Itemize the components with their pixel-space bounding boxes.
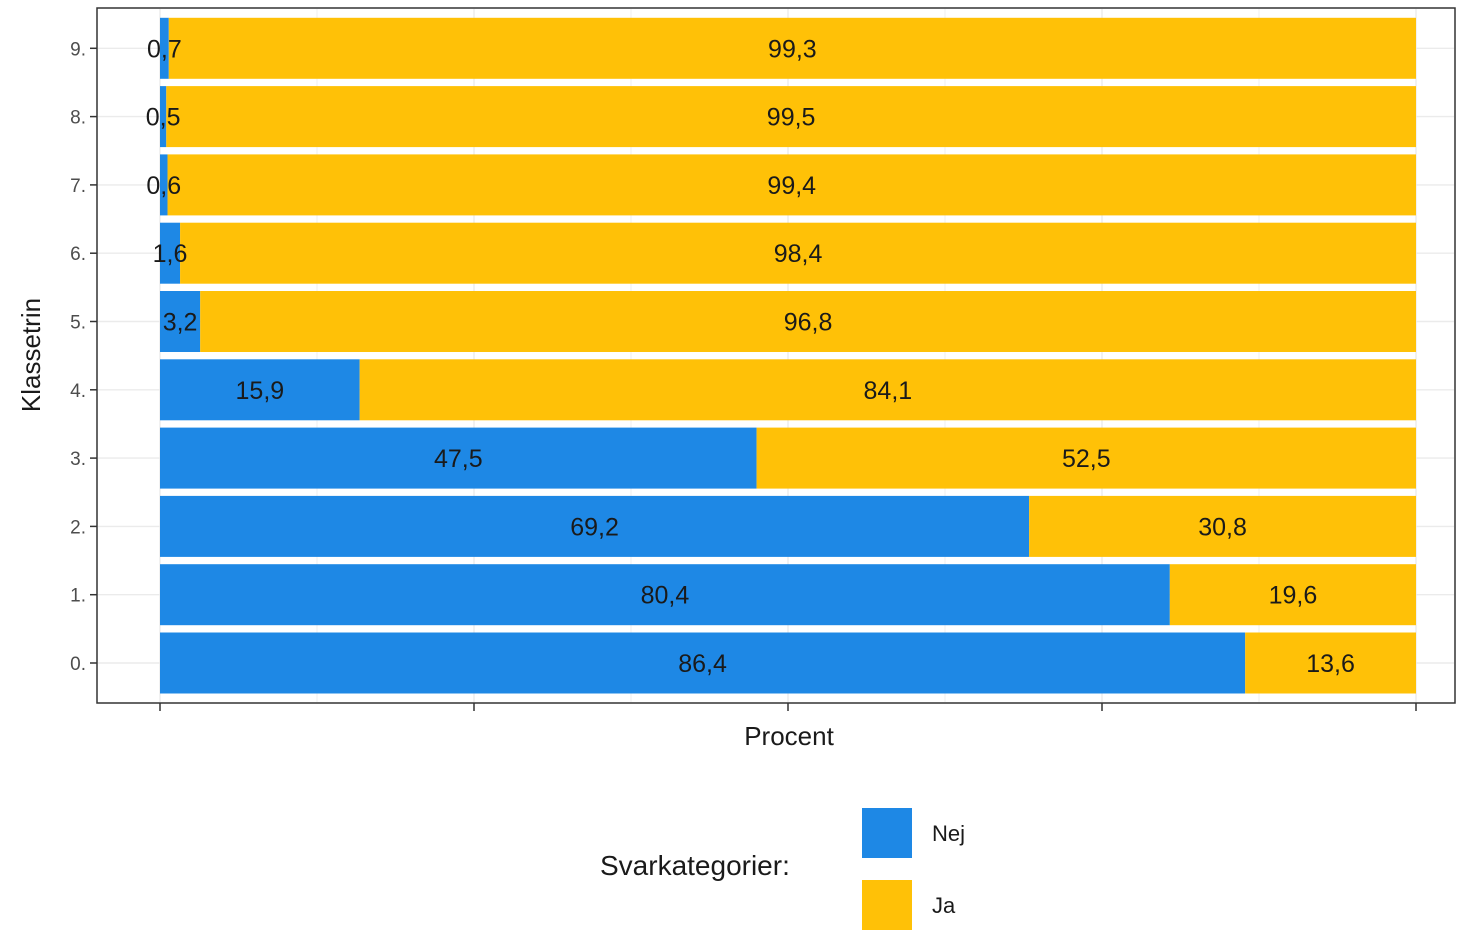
y-axis: 0. 1. 2. 3. 4. 5. 6. 7. 8. 9. [70,39,97,675]
y-tick-label: 7. [70,176,86,197]
bar-label: 99,5 [767,104,816,132]
bar-ja [180,222,1417,284]
bar-nej [160,495,1030,557]
bar-label: 69,2 [570,513,619,541]
bar-nej [160,86,167,148]
bar-ja [167,154,1416,216]
bar-label: 30,8 [1198,513,1247,541]
bar-ja [166,86,1416,148]
bar-label: 84,1 [864,377,913,405]
x-axis [159,703,1417,711]
legend-label-nej: Nej [932,821,966,846]
bar-ja [168,17,1417,79]
legend-key-ja [862,880,912,930]
bar-nej [160,17,169,79]
y-tick-label: 4. [70,381,86,402]
bar-label: 1,6 [153,240,188,268]
y-tick-label: 3. [70,449,86,470]
bar-label: 0,7 [147,35,182,63]
y-tick-label: 2. [70,517,86,538]
y-tick-label: 6. [70,244,86,265]
bar-nej [160,632,1246,694]
y-tick-label: 9. [70,39,86,60]
bars [160,17,1417,694]
bar-label: 86,4 [678,650,727,678]
bar-label: 13,6 [1306,650,1355,678]
y-tick-label: 8. [70,108,86,129]
bar-label: 15,9 [236,377,285,405]
bar-label: 99,4 [767,172,816,200]
legend-item-ja: Ja [862,880,1002,930]
legend-key-nej [862,808,912,858]
bar-label: 99,3 [768,35,817,63]
y-axis-title: Klassetrin [16,298,46,412]
bar-label: 0,5 [146,104,181,132]
bar-nej [160,291,201,352]
y-tick-label: 1. [70,586,86,607]
bar-nej [160,564,1170,626]
x-axis-title: Procent [744,721,834,751]
bar-nej [160,222,181,284]
bar-nej [160,427,757,489]
bar-ja [1029,495,1416,557]
bar-nej [160,359,360,421]
bar-labels: 86,4 13,6 80,4 19,6 69,2 30,8 47,5 52,5 15,9 84,1… [146,35,1355,678]
bar-label: 0,6 [146,172,181,200]
bar-label: 19,6 [1269,582,1318,610]
bar-ja [359,359,1417,421]
legend-label-ja: Ja [932,893,956,918]
bar-label: 80,4 [641,582,690,610]
y-tick-label: 5. [70,313,86,334]
legend-title: Svarkategorier: [600,850,790,881]
bar-label: 47,5 [434,445,483,473]
bar-ja [200,291,1416,352]
bar-ja [1245,632,1416,694]
legend-item-nej: Nej [862,808,1002,858]
bar-ja [756,427,1416,489]
y-tick-label: 0. [70,654,86,675]
bar-label: 52,5 [1062,445,1111,473]
bar-label: 98,4 [774,240,823,268]
bar-nej [160,154,168,216]
bar-label: 3,2 [163,309,198,337]
bar-label: 96,8 [784,309,833,337]
bar-ja [1169,564,1416,626]
